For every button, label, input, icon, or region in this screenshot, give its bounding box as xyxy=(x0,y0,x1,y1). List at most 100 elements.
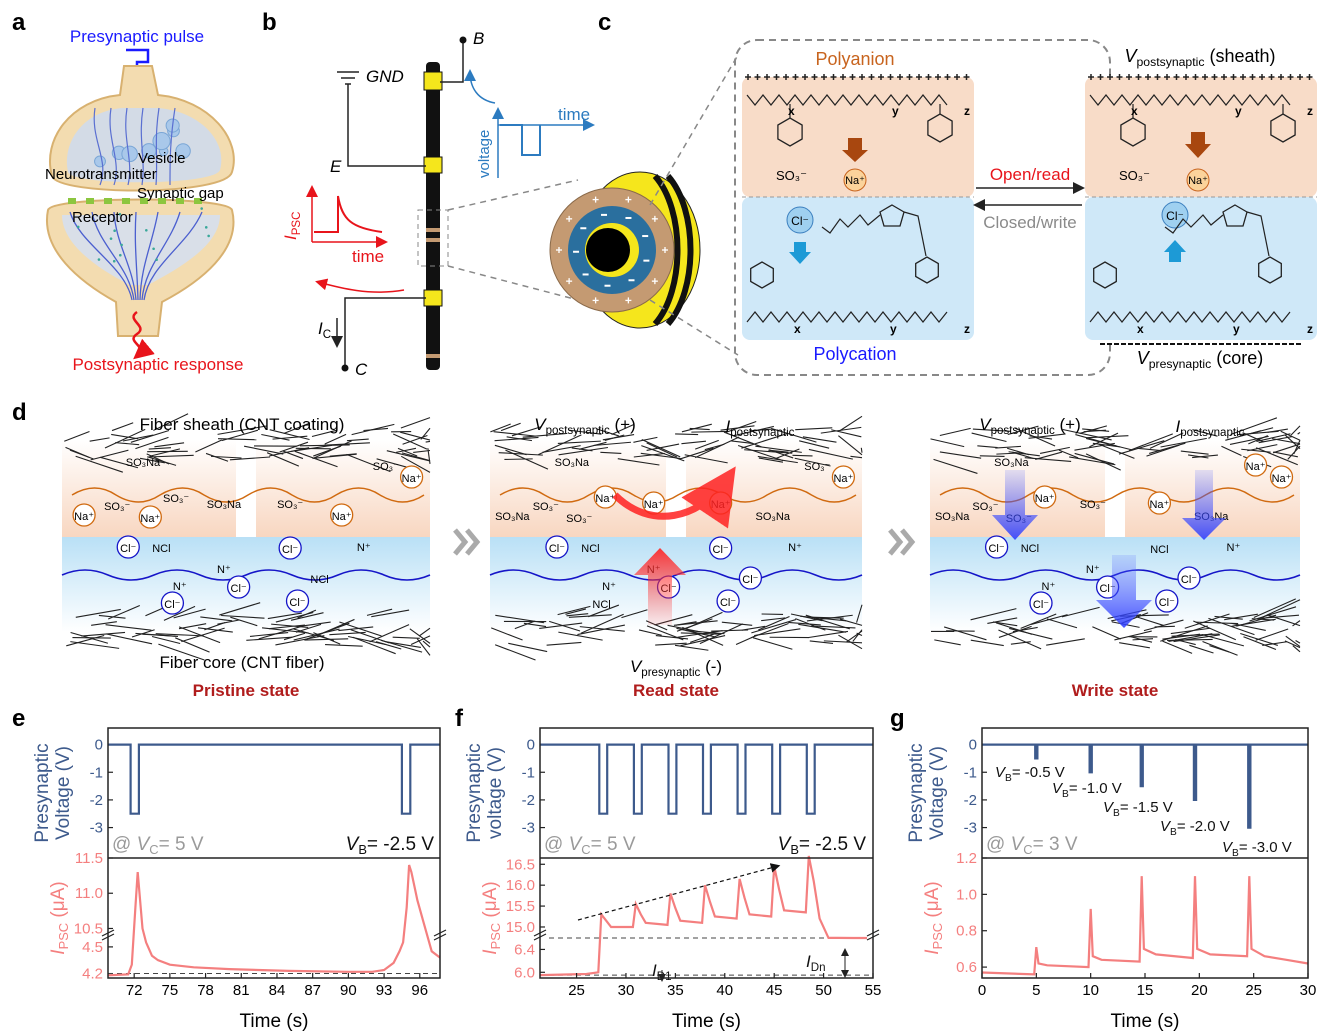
wire-e xyxy=(348,84,426,166)
data-line xyxy=(108,865,440,975)
ion-label: N⁺ xyxy=(357,542,371,554)
neurotransmitter-dot xyxy=(113,260,116,263)
terminal-dot xyxy=(460,37,467,44)
cnt xyxy=(284,633,305,639)
text-part: C xyxy=(323,329,331,341)
ion-label: Na⁺ xyxy=(644,499,664,511)
subscript: x xyxy=(1131,104,1138,118)
ion-label: Na⁺ xyxy=(1246,461,1266,473)
y-tick-label: 0 xyxy=(527,737,535,754)
text-part: @ xyxy=(112,834,137,855)
subscript: y xyxy=(1233,322,1240,336)
text-part: (+) xyxy=(1055,415,1081,434)
x-tick-label: 30 xyxy=(1300,982,1317,999)
cnt xyxy=(1189,645,1213,653)
subscript: x xyxy=(794,322,801,336)
neurotransmitter-dot xyxy=(200,207,203,210)
annotation: IDn xyxy=(806,952,826,974)
core xyxy=(586,228,630,272)
inset-spike xyxy=(314,196,382,232)
label: Receptor xyxy=(72,209,133,226)
x-tick-label: 20 xyxy=(1191,982,1208,999)
ion-label: N⁺ xyxy=(1227,542,1241,554)
y-axis-label: Voltage (V) xyxy=(927,746,948,840)
x-tick-label: 35 xyxy=(667,982,684,999)
y-axis-label: IPSC (μA) xyxy=(48,881,71,954)
ion-label: Na⁺ xyxy=(140,513,160,525)
panel-label: c xyxy=(598,9,611,36)
annotation: @ VC= 5 V xyxy=(112,834,204,857)
y-tick-label: 6.0 xyxy=(514,964,535,981)
ion-label: SO₃⁻ xyxy=(972,501,998,513)
cnt xyxy=(1046,639,1085,645)
cnt xyxy=(1084,430,1106,431)
cnt xyxy=(824,641,862,643)
subscript: z xyxy=(964,322,970,336)
label: Polycation xyxy=(813,344,896,364)
label: time xyxy=(352,247,384,266)
ion-label: Na⁺ xyxy=(1149,499,1169,511)
text-part: Dn xyxy=(811,962,826,974)
annotation: @ VC= 3 V xyxy=(986,834,1078,857)
text-part: PSC xyxy=(488,923,503,950)
cnt xyxy=(682,424,712,432)
text-part: (+) xyxy=(610,415,636,434)
y-axis-label: voltage (V) xyxy=(485,747,506,839)
y-axis-label: Voltage (V) xyxy=(53,746,74,840)
ion-label: SO₃Na xyxy=(495,511,530,523)
label: Na⁺ xyxy=(845,175,865,187)
text-part: = -1.0 V xyxy=(1069,780,1122,797)
y-tick-label: 4.5 xyxy=(82,939,103,956)
cnt xyxy=(691,431,726,432)
ion-label: NCl xyxy=(1021,543,1039,555)
cnt xyxy=(655,643,686,645)
y-tick-label: 11.0 xyxy=(75,885,103,902)
coating-band xyxy=(426,354,440,358)
y-axis-label: Presynaptic xyxy=(906,743,927,842)
ion-label: N⁺ xyxy=(1042,581,1056,593)
x-tick-label: 25 xyxy=(568,982,585,999)
receptor xyxy=(104,198,112,204)
ion-label: SO₃⁻ xyxy=(1080,499,1106,511)
label: Vesicle xyxy=(138,150,186,167)
ion-label: Cl⁻ xyxy=(282,544,298,556)
annotation: VB= -2.5 V xyxy=(778,834,867,857)
ion-label: N⁺ xyxy=(602,581,616,593)
cnt xyxy=(753,638,792,650)
ion-label: SO₃⁻ xyxy=(373,461,399,473)
ion-label: SO₃Na xyxy=(935,511,970,523)
ion-label: Cl⁻ xyxy=(713,544,729,556)
ion-label: Cl⁻ xyxy=(988,543,1004,555)
y-axis-label: Presynaptic xyxy=(32,743,53,842)
electrode-band xyxy=(424,290,442,306)
panel-label: b xyxy=(262,9,277,36)
receptor xyxy=(68,198,76,204)
y-tick-label: 16.0 xyxy=(506,877,535,894)
cnt xyxy=(547,642,582,645)
ion-label: Cl⁻ xyxy=(1159,597,1175,609)
y-axis-label: Presynaptic xyxy=(464,743,485,842)
cnt xyxy=(558,632,602,640)
ion-label: Na⁺ xyxy=(332,511,352,523)
y-tick-label: -1 xyxy=(964,764,977,781)
panel-label: g xyxy=(890,705,905,732)
text-part: (μA) xyxy=(48,881,69,923)
label: Fiber core (CNT fiber) xyxy=(160,653,325,672)
text-part: (sheath) xyxy=(1204,46,1275,66)
ion-label: Cl⁻ xyxy=(742,574,758,586)
text-part: PSC xyxy=(56,923,71,950)
data-line xyxy=(108,745,440,814)
neurotransmitter-dot xyxy=(98,258,101,261)
text-part: postsynaptic xyxy=(991,425,1055,437)
cnt xyxy=(504,459,532,460)
ion-label: Cl⁻ xyxy=(231,583,247,595)
text-part: (μA) xyxy=(922,881,943,923)
label: Na⁺ xyxy=(1188,175,1208,187)
ion-label: Cl⁻ xyxy=(289,597,305,609)
subscript: z xyxy=(1307,104,1313,118)
chevron xyxy=(467,530,477,554)
rich-label: Vpostsynaptic (sheath) xyxy=(1124,46,1275,69)
annotation: VB= -2.0 V xyxy=(1160,818,1230,838)
cnt xyxy=(831,430,861,437)
electrode-band xyxy=(424,157,442,173)
